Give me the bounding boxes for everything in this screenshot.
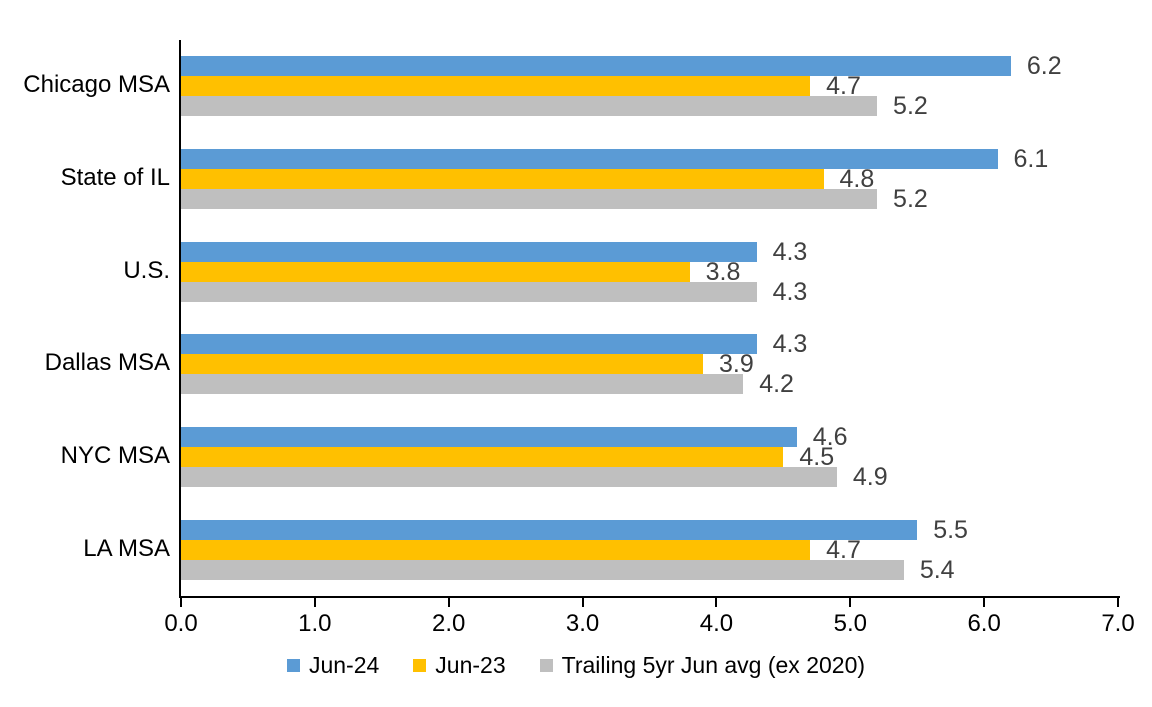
x-axis-tick-6.0	[983, 596, 986, 607]
category-label-la-msa: LA MSA	[83, 534, 170, 562]
value-label-jun-23-chicago-msa: 4.7	[826, 72, 861, 101]
bar-trailing-5yr-jun-avg-ex-2020-la-msa	[181, 559, 904, 580]
x-axis-tick-label-6.0: 6.0	[967, 610, 1001, 637]
value-label-jun-23-dallas-msa: 3.9	[719, 350, 754, 379]
bar-trailing-5yr-jun-avg-ex-2020-chicago-msa	[181, 96, 878, 117]
bar-jun-24-nyc-msa	[181, 427, 797, 447]
value-label-trailing-5yr-jun-avg-ex-2020-state-of-il: 5.2	[893, 185, 928, 213]
bar-jun-23-state-of-il	[181, 169, 824, 189]
x-axis-tick-label-3.0: 3.0	[565, 610, 600, 637]
x-axis-tick-7.0	[1117, 596, 1119, 607]
chart-legend: Jun-24 Jun-23 Trailing 5yr Jun avg (ex 202…	[0, 650, 1152, 680]
x-axis-tick-4.0	[715, 596, 718, 607]
category-label-chicago-msa: Chicago MSA	[23, 71, 170, 99]
bar-jun-23-la-msa	[181, 539, 811, 560]
value-label-trailing-5yr-jun-avg-ex-2020-nyc-msa: 4.9	[852, 463, 888, 491]
bar-jun-23-nyc-msa	[181, 447, 784, 467]
legend-swatch-jun-23	[413, 658, 427, 672]
x-axis-tick-label-2.0: 2.0	[432, 610, 466, 637]
category-label-dallas-msa: Dallas MSA	[44, 349, 170, 377]
value-label-jun-23-u-s: 3.8	[705, 257, 741, 286]
x-axis-tick-label-0.0: 0.0	[164, 610, 198, 637]
value-label-trailing-5yr-jun-avg-ex-2020-dallas-msa: 4.2	[759, 370, 794, 399]
value-label-jun-24-la-msa: 5.5	[933, 515, 968, 544]
bar-jun-23-chicago-msa	[181, 76, 811, 97]
legend-item-jun-23: Jun-23	[413, 652, 506, 678]
value-label-jun-24-chicago-msa: 6.2	[1026, 52, 1062, 81]
x-axis-tick-3.0	[581, 596, 584, 607]
bar-jun-24-chicago-msa	[181, 56, 1011, 77]
bar-trailing-5yr-jun-avg-ex-2020-nyc-msa	[181, 467, 837, 487]
x-axis-tick-1.0	[313, 596, 316, 607]
legend-swatch-jun-24	[286, 658, 300, 672]
bar-jun-24-u-s	[181, 241, 757, 262]
x-axis-tick-label-4.0: 4.0	[699, 610, 734, 637]
x-axis-tick-label-5.0: 5.0	[833, 610, 867, 637]
x-axis-tick-label-7.0: 7.0	[1101, 610, 1135, 637]
legend-swatch-trailing-5yr-jun-avg-ex-2020	[539, 658, 553, 672]
legend-item-jun-24: Jun-24	[286, 652, 380, 678]
value-label-trailing-5yr-jun-avg-ex-2020-u-s: 4.3	[772, 277, 808, 306]
bar-trailing-5yr-jun-avg-ex-2020-u-s	[181, 281, 757, 302]
value-label-trailing-5yr-jun-avg-ex-2020-chicago-msa: 5.2	[893, 92, 928, 121]
x-axis-tick-0.0	[180, 596, 182, 607]
category-label-u-s: U.S.	[123, 256, 170, 284]
value-label-jun-23-la-msa: 4.7	[826, 535, 861, 564]
category-label-state-of-il: State of IL	[60, 164, 170, 191]
x-axis-line	[179, 596, 1120, 598]
bar-jun-23-u-s	[181, 261, 690, 282]
bar-jun-23-dallas-msa	[181, 354, 704, 375]
x-axis-tick-label-1.0: 1.0	[298, 610, 332, 637]
value-label-trailing-5yr-jun-avg-ex-2020-la-msa: 5.4	[919, 555, 955, 584]
legend-label-jun-23: Jun-23	[435, 652, 506, 678]
category-label-nyc-msa: NYC MSA	[60, 442, 170, 469]
legend-label-trailing-5yr-jun-avg-ex-2020: Trailing 5yr Jun avg (ex 2020)	[561, 652, 866, 678]
value-label-jun-23-nyc-msa: 4.5	[799, 443, 835, 471]
legend-label-jun-24: Jun-24	[308, 652, 380, 678]
bar-jun-24-state-of-il	[181, 149, 998, 169]
bar-trailing-5yr-jun-avg-ex-2020-state-of-il	[181, 189, 878, 209]
y-axis-line	[179, 40, 181, 598]
x-axis-tick-5.0	[849, 596, 852, 607]
value-label-jun-23-state-of-il: 4.8	[839, 165, 875, 193]
value-label-jun-24-dallas-msa: 4.3	[772, 330, 808, 359]
x-axis-tick-2.0	[447, 596, 450, 607]
legend-item-trailing-5yr-jun-avg-ex-2020: Trailing 5yr Jun avg (ex 2020)	[539, 652, 866, 678]
bar-jun-24-dallas-msa	[181, 334, 757, 355]
bar-trailing-5yr-jun-avg-ex-2020-dallas-msa	[181, 374, 744, 395]
value-label-jun-24-nyc-msa: 4.6	[812, 423, 848, 451]
value-label-jun-24-state-of-il: 6.1	[1013, 145, 1049, 173]
bar-jun-24-la-msa	[181, 519, 918, 540]
value-label-jun-24-u-s: 4.3	[772, 237, 808, 266]
